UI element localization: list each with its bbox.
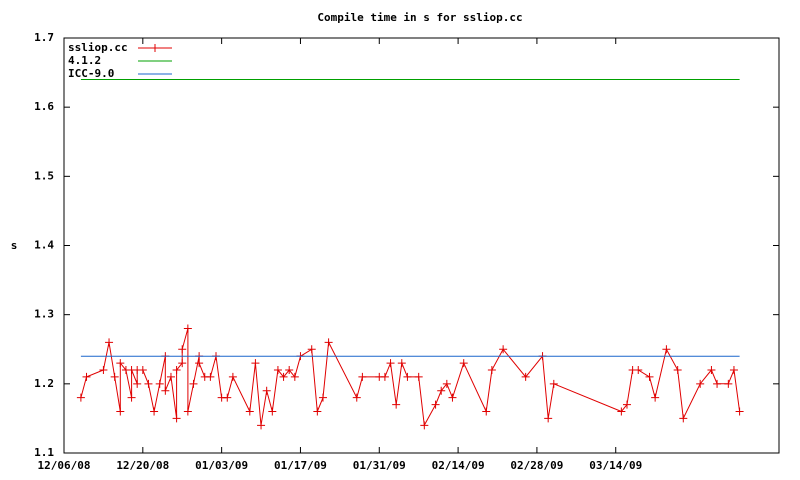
- data-point: [662, 345, 671, 354]
- data-point: [651, 393, 660, 402]
- data-point: [499, 345, 508, 354]
- data-point: [223, 393, 232, 402]
- data-point: [99, 366, 108, 374]
- data-point: [138, 366, 147, 374]
- y-tick-label: 1.6: [34, 100, 54, 113]
- x-tick-label: 01/03/09: [195, 459, 248, 472]
- x-tick-label: 12/20/08: [116, 459, 169, 472]
- y-tick-label: 1.5: [34, 169, 54, 182]
- y-tick-label: 1.4: [34, 239, 54, 252]
- data-point: [617, 407, 626, 416]
- data-point: [521, 372, 530, 381]
- data-point: [262, 386, 271, 395]
- data-point: [713, 379, 722, 388]
- y-tick-label: 1.1: [34, 446, 54, 459]
- data-point: [105, 338, 114, 347]
- data-point: [245, 407, 254, 416]
- y-tick-label: 1.7: [34, 31, 54, 44]
- data-point: [487, 366, 496, 374]
- data-point: [482, 407, 491, 416]
- data-point: [166, 372, 175, 381]
- plot-border: [63, 37, 780, 454]
- legend-marker: [151, 44, 159, 52]
- data-point: [442, 379, 451, 388]
- data-point: [290, 372, 299, 381]
- x-tick-label: 01/17/09: [274, 459, 327, 472]
- data-point: [183, 324, 192, 333]
- data-point: [707, 366, 716, 374]
- data-point: [358, 372, 367, 381]
- data-point: [285, 366, 294, 374]
- data-point: [178, 345, 187, 354]
- data-point: [228, 372, 237, 381]
- data-point: [318, 393, 327, 402]
- data-point: [352, 393, 361, 402]
- data-point: [735, 407, 744, 416]
- data-point: [397, 359, 406, 368]
- data-point: [150, 407, 159, 416]
- data-point: [724, 379, 733, 388]
- data-point: [696, 379, 705, 388]
- data-point: [127, 393, 136, 402]
- data-point: [549, 379, 558, 388]
- data-point: [178, 359, 187, 368]
- data-point: [268, 407, 277, 416]
- data-point: [386, 359, 395, 368]
- data-point: [195, 359, 204, 368]
- data-point: [76, 393, 85, 402]
- data-point: [403, 372, 412, 381]
- data-point: [645, 372, 654, 381]
- data-point: [673, 366, 682, 374]
- x-tick-label: 12/06/08: [38, 459, 91, 472]
- data-point: [189, 379, 198, 388]
- data-point: [133, 379, 142, 388]
- legend-label: 4.1.2: [68, 54, 101, 67]
- data-point: [380, 372, 389, 381]
- data-point: [448, 393, 457, 402]
- legend-label: ssliop.cc: [68, 41, 128, 54]
- data-point: [273, 366, 282, 374]
- x-tick-label: 03/14/09: [589, 459, 642, 472]
- data-point: [155, 379, 164, 388]
- data-point: [431, 400, 440, 409]
- data-point: [110, 372, 119, 381]
- data-point: [307, 345, 316, 354]
- data-point: [206, 372, 215, 381]
- x-tick-label: 01/31/09: [353, 459, 406, 472]
- data-point: [634, 366, 643, 374]
- y-tick-label: 1.2: [34, 377, 54, 390]
- data-point: [622, 400, 631, 409]
- data-point: [116, 407, 125, 416]
- data-point: [257, 421, 266, 430]
- chart-title: Compile time in s for ssliop.cc: [317, 11, 522, 24]
- data-point: [392, 400, 401, 409]
- data-point: [251, 359, 260, 368]
- data-point: [279, 372, 288, 381]
- x-tick-label: 02/28/09: [510, 459, 563, 472]
- y-tick-label: 1.3: [34, 308, 54, 321]
- data-point: [161, 386, 170, 395]
- y-axis-label: s: [11, 239, 18, 252]
- data-point: [82, 372, 91, 381]
- data-point: [172, 366, 181, 374]
- data-point: [544, 414, 553, 423]
- data-point: [437, 386, 446, 395]
- data-point: [459, 359, 468, 368]
- data-point: [729, 366, 738, 374]
- x-tick-label: 02/14/09: [432, 459, 485, 472]
- data-point: [420, 421, 429, 430]
- data-point: [116, 359, 125, 368]
- data-point: [324, 338, 333, 347]
- data-point: [183, 407, 192, 416]
- data-point: [313, 407, 322, 416]
- data-point: [172, 414, 181, 423]
- legend-label: ICC-9.0: [68, 67, 114, 80]
- data-point: [144, 379, 153, 388]
- data-point: [414, 372, 423, 381]
- data-point: [679, 414, 688, 423]
